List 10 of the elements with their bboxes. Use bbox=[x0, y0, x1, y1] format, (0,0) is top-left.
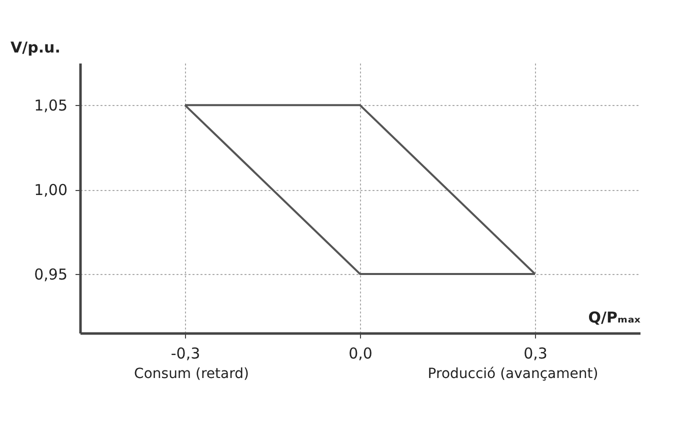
x-tick-label: 0,0 bbox=[348, 344, 372, 362]
x-tick-label: 0,3 bbox=[524, 344, 548, 362]
y-axis-title: V/p.u. bbox=[10, 38, 60, 56]
text: Consum (retard) bbox=[134, 366, 249, 382]
y-tick-label: 0,95 bbox=[34, 265, 68, 284]
y-tick-label: 1,05 bbox=[34, 96, 68, 115]
x-tick-label: -0,3 bbox=[170, 344, 200, 362]
x-axis-title: Q/Pₘₐₓ bbox=[588, 308, 642, 326]
y-tick-label: 1,00 bbox=[34, 181, 68, 200]
text: Producció (avançament) bbox=[428, 366, 598, 382]
